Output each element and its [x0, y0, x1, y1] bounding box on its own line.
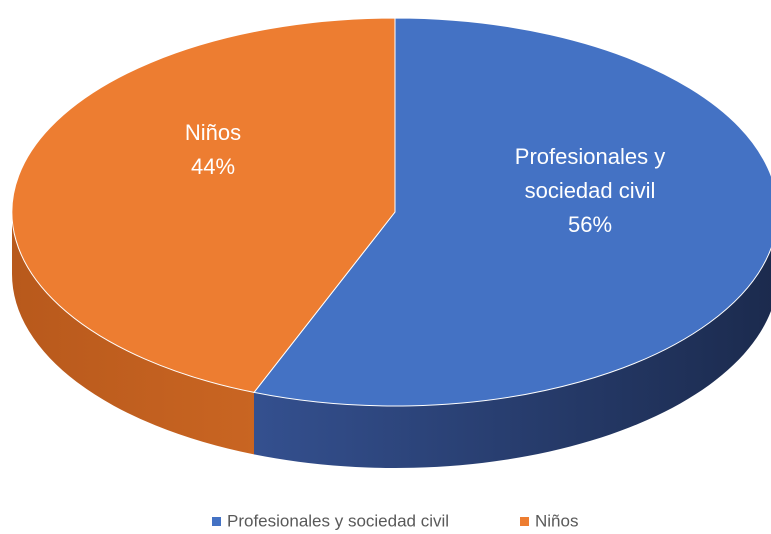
data-label-name: Profesionales y sociedad civil: [514, 144, 666, 203]
data-label-value: 56%: [567, 212, 613, 237]
pie-side: [11, 212, 254, 455]
legend-swatch: [212, 517, 221, 526]
legend-label: Niños: [535, 511, 578, 530]
pie-slice: [253, 17, 771, 407]
data-label-name: Niños: [184, 120, 242, 145]
legend-label: Profesionales y sociedad civil: [227, 511, 449, 530]
pie-slice: [11, 17, 396, 393]
data-label-value: 44%: [190, 154, 236, 179]
pie-side: [254, 248, 771, 469]
legend-swatch: [520, 517, 529, 526]
